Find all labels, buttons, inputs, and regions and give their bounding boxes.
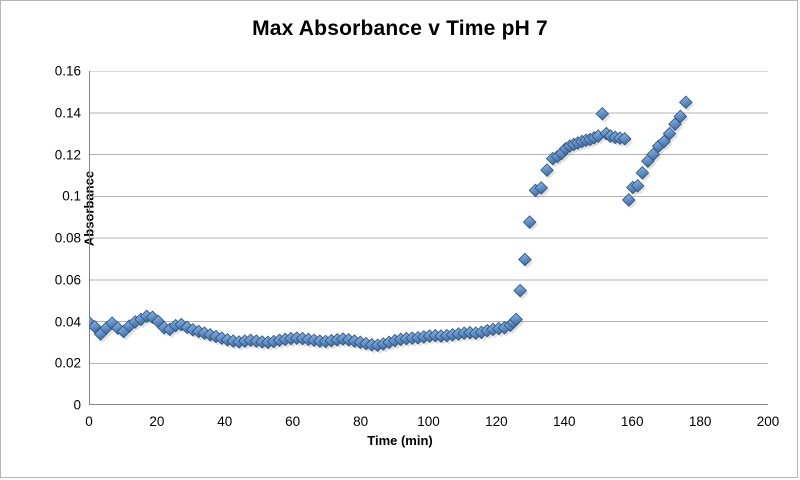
data-point[interactable] (617, 132, 632, 146)
x-axis-title: Time (min) (367, 433, 433, 448)
plot-area: Absorbance 00.020.040.060.080.10.120.140… (55, 64, 780, 430)
data-point[interactable] (630, 178, 645, 193)
x-tick-label: 80 (353, 414, 369, 429)
data-point[interactable] (522, 215, 537, 229)
data-point[interactable] (662, 126, 677, 141)
data-point[interactable] (509, 312, 523, 327)
x-tick-label: 60 (285, 414, 301, 429)
chart-title: Max Absorbance v Time pH 7 (252, 17, 548, 40)
y-tick-label: 0.14 (54, 105, 81, 121)
y-tick-label: 0.06 (54, 272, 81, 288)
data-point[interactable] (668, 117, 682, 132)
data-point[interactable] (646, 147, 661, 162)
data-point[interactable] (513, 283, 528, 298)
x-tick-label: 200 (756, 414, 780, 429)
x-tick-label: 40 (217, 414, 233, 429)
data-point[interactable] (657, 134, 671, 149)
data-point-layer (89, 95, 693, 353)
data-point[interactable] (518, 252, 532, 267)
x-tick-label: 20 (149, 414, 165, 429)
data-point[interactable] (595, 106, 610, 121)
y-tick-label: 0.12 (54, 147, 81, 162)
y-tick-label: 0.04 (54, 314, 81, 329)
y-tick-label: 0.16 (54, 63, 81, 79)
scatter-plot-svg (89, 71, 768, 405)
y-tick-label: 0.02 (54, 355, 81, 371)
data-point[interactable] (673, 109, 688, 124)
x-tick-label: 160 (620, 414, 644, 429)
data-point[interactable] (540, 163, 554, 177)
x-tick-label: 0 (85, 414, 93, 429)
data-point[interactable] (89, 319, 102, 334)
x-tick-label: 140 (553, 414, 576, 429)
data-point[interactable] (534, 181, 549, 195)
data-point[interactable] (635, 166, 650, 180)
data-point[interactable] (679, 95, 693, 110)
x-tick-label: 100 (417, 414, 440, 429)
y-tick-label: 0.08 (54, 230, 81, 246)
x-tick-label: 120 (485, 414, 508, 429)
data-point[interactable] (621, 193, 636, 207)
y-tick-label: 0 (73, 397, 81, 413)
y-tick-label: 0.1 (62, 188, 81, 204)
x-tick-label: 180 (688, 414, 712, 429)
